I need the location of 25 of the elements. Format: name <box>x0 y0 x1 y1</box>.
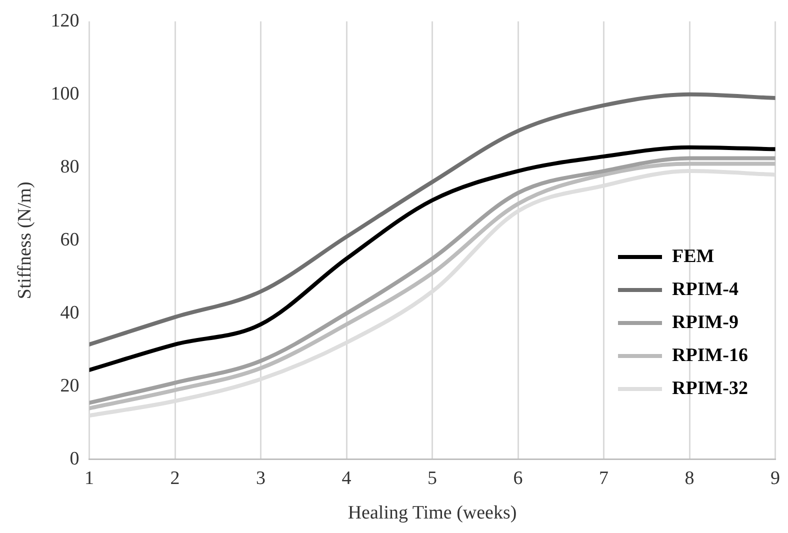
line-series <box>89 92 776 346</box>
x-tick-label: 3 <box>256 468 266 489</box>
y-tick-label: 60 <box>60 229 80 250</box>
y-tick-label: 20 <box>60 375 80 396</box>
x-tick-label: 4 <box>342 468 352 489</box>
y-axis-title: Stiffness (N/m) <box>14 182 36 300</box>
legend-label: RPIM-16 <box>672 344 748 366</box>
y-tick-label: 80 <box>60 156 80 178</box>
y-tick-label: 40 <box>60 302 80 324</box>
y-tick-label: 0 <box>70 448 80 470</box>
y-tick-label: 120 <box>50 10 80 32</box>
legend-label: RPIM-9 <box>672 312 738 334</box>
x-tick-label: 2 <box>170 468 180 489</box>
line-series <box>89 145 776 372</box>
x-tick-label: 9 <box>770 468 780 489</box>
x-axis-title: Healing Time (weeks) <box>348 502 517 524</box>
legend-label: FEM <box>672 246 714 268</box>
y-tick-label: 100 <box>50 83 80 104</box>
legend-label: RPIM-4 <box>672 278 738 300</box>
x-tick-label: 1 <box>84 468 94 489</box>
legend-label: RPIM-32 <box>672 378 748 400</box>
x-tick-label: 8 <box>684 468 694 489</box>
x-tick-label: 6 <box>513 468 523 489</box>
x-tick-label: 5 <box>428 468 438 489</box>
x-tick-label: 7 <box>599 468 609 489</box>
